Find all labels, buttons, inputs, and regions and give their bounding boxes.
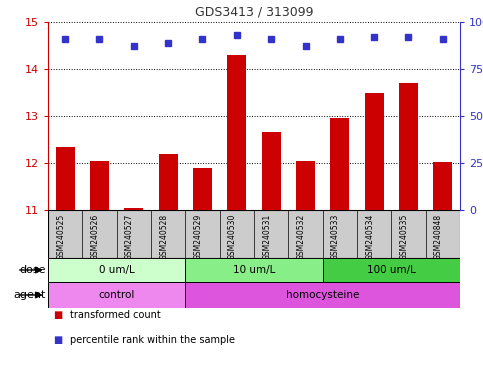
- Text: GSM240530: GSM240530: [228, 214, 237, 260]
- Bar: [262, 131, 281, 210]
- Text: GSM240528: GSM240528: [159, 214, 168, 260]
- Text: 100 um/L: 100 um/L: [367, 265, 416, 275]
- Text: homocysteine: homocysteine: [286, 290, 359, 300]
- Bar: [48, 282, 185, 308]
- Bar: [365, 93, 384, 210]
- Bar: [433, 162, 452, 210]
- Text: GSM240529: GSM240529: [194, 214, 202, 260]
- Text: GSM240534: GSM240534: [365, 214, 374, 260]
- Text: GSM240532: GSM240532: [297, 214, 306, 260]
- Bar: [323, 258, 460, 282]
- Text: GSM240526: GSM240526: [90, 214, 99, 260]
- Bar: [330, 118, 349, 210]
- Text: GSM240531: GSM240531: [262, 214, 271, 260]
- Bar: [227, 55, 246, 210]
- Bar: [399, 83, 418, 210]
- Bar: [296, 161, 315, 210]
- Bar: [185, 258, 323, 282]
- Text: GSM240533: GSM240533: [331, 214, 340, 260]
- Bar: [48, 258, 185, 282]
- Text: GSM240535: GSM240535: [399, 214, 409, 260]
- Text: ■: ■: [53, 335, 62, 345]
- Bar: [90, 161, 109, 210]
- Bar: [159, 154, 178, 210]
- Text: transformed count: transformed count: [70, 310, 160, 320]
- Text: percentile rank within the sample: percentile rank within the sample: [70, 335, 235, 345]
- Text: 10 um/L: 10 um/L: [233, 265, 275, 275]
- Text: GSM240848: GSM240848: [434, 214, 443, 260]
- Bar: [56, 147, 74, 210]
- Bar: [125, 208, 143, 210]
- Text: ■: ■: [53, 310, 62, 320]
- Bar: [185, 282, 460, 308]
- Text: control: control: [99, 290, 135, 300]
- Bar: [193, 168, 212, 210]
- Text: GSM240527: GSM240527: [125, 214, 134, 260]
- Text: GSM240525: GSM240525: [56, 214, 65, 260]
- Text: 0 um/L: 0 um/L: [99, 265, 135, 275]
- Text: dose: dose: [19, 265, 45, 275]
- Text: agent: agent: [13, 290, 45, 300]
- Text: GDS3413 / 313099: GDS3413 / 313099: [195, 5, 313, 18]
